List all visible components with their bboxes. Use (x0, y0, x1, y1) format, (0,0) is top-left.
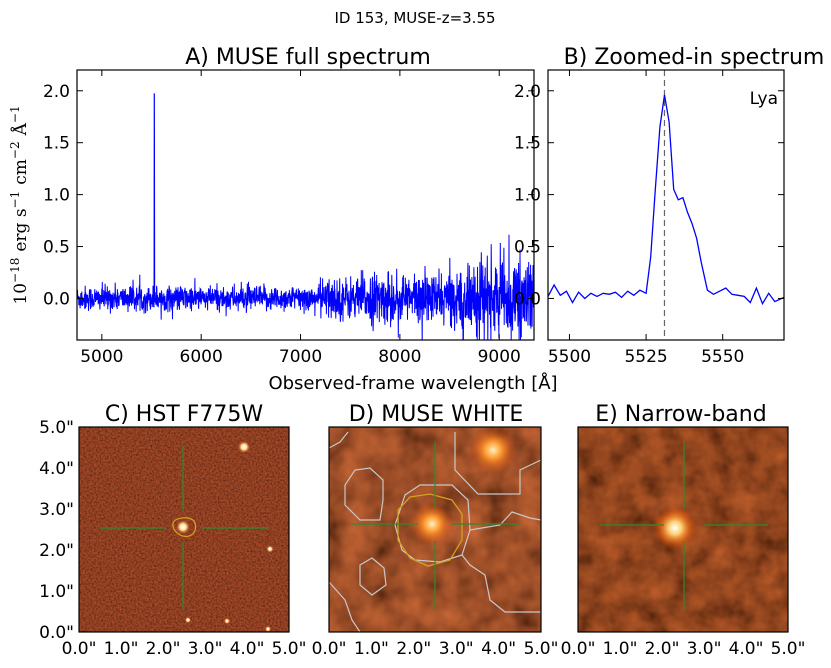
image-y-tick-label: 2.0" (39, 541, 74, 561)
panel-c-image (78, 426, 290, 633)
muse-bright-neighbor (469, 426, 517, 474)
image-x-tick-label: 4.0" (481, 639, 516, 659)
panel-d-image (328, 426, 542, 633)
y-tick-label: 1.0 (43, 186, 70, 206)
image-x-tick-label: 5.0" (272, 639, 307, 659)
ylabel-ang: Å (10, 122, 31, 136)
image-x-tick-label: 4.0" (729, 639, 764, 659)
ylabel-exp2: −2 (8, 141, 22, 159)
ylabel-exp1a: −1 (8, 191, 22, 209)
image-x-tick-label: 5.0" (771, 639, 806, 659)
hst-contour (172, 517, 197, 538)
muse-target-source (410, 502, 454, 546)
panel-b-plot: 5500 5525 5550 0.0 0.5 1.0 1.5 2.0 Lya (514, 69, 785, 367)
spectrum-b-line (548, 94, 784, 306)
lya-line-label: Lya (750, 89, 778, 109)
image-x-tick-label: 0.0" (62, 639, 97, 659)
panel-a-title: A) MUSE full spectrum (185, 45, 431, 70)
hst-target-source (176, 520, 190, 534)
y-tick-label: 1.5 (514, 134, 541, 154)
ylabel-cm: cm (11, 159, 31, 185)
y-tick-label: 0.0 (514, 289, 541, 309)
ylabel-exp1b: −1 (8, 105, 22, 123)
image-x-tick-label: 3.0" (188, 639, 223, 659)
nb-lya-source (653, 506, 697, 550)
y-tick-label: 2.0 (514, 82, 541, 102)
spectrum-ylabel: 10−18erg s−1cm−2Å−1 (8, 105, 31, 304)
panel-e-image (577, 426, 789, 633)
image-x-tick-label: 3.0" (439, 639, 474, 659)
panel-c-title: C) HST F775W (105, 402, 264, 427)
image-x-tick-label: 2.0" (645, 639, 680, 659)
figure-suptitle: ID 153, MUSE-z=3.55 (334, 9, 495, 27)
y-tick-label: 1.5 (43, 134, 70, 154)
y-tick-label: 0.5 (43, 238, 70, 258)
image-x-tick-label: 2.0" (396, 639, 431, 659)
panel-d-ticks: 0.0" 1.0" 2.0" 3.0" 4.0" 5.0" (312, 639, 559, 659)
hst-star-bottom-right (224, 618, 230, 624)
image-y-tick-label: 4.0" (39, 459, 74, 479)
image-x-tick-label: 2.0" (146, 639, 181, 659)
image-x-tick-label: 5.0" (524, 639, 559, 659)
muse-contour-bottom-left (328, 581, 361, 633)
image-x-tick-label: 1.0" (603, 639, 638, 659)
x-tick-label: 9000 (478, 347, 521, 367)
panel-e-title: E) Narrow-band (595, 402, 766, 427)
x-tick-label: 5525 (624, 347, 667, 367)
x-tick-label: 5550 (701, 347, 744, 367)
image-x-tick-label: 0.0" (312, 639, 347, 659)
ylabel-exp18: −18 (8, 258, 22, 283)
hst-star-right (266, 545, 274, 553)
muse-contour-right (469, 511, 542, 531)
image-y-tick-label: 1.0" (39, 582, 74, 602)
image-y-tick-label: 0.0" (39, 623, 74, 643)
muse-contour-left (344, 467, 384, 521)
x-tick-label: 7000 (279, 347, 322, 367)
panel-e-ticks: 0.0" 1.0" 2.0" 3.0" 4.0" 5.0" (561, 639, 806, 659)
ylabel-erg: erg s (11, 208, 31, 251)
muse-contour-bottom-right (461, 554, 541, 613)
hst-star-bottom (185, 617, 191, 623)
x-tick-label: 5500 (548, 347, 591, 367)
image-x-tick-label: 3.0" (687, 639, 722, 659)
ylabel-base: 10 (11, 283, 31, 305)
image-y-tick-label: 5.0" (39, 418, 74, 438)
svg-text:10−18erg s−1cm−2Å−1: 10−18erg s−1cm−2Å−1 (8, 105, 31, 304)
panel-b-frame (547, 69, 785, 341)
x-tick-label: 5000 (80, 347, 123, 367)
muse-contour-small-blob (359, 557, 387, 596)
panel-b-title: B) Zoomed-in spectrum (564, 45, 825, 70)
spectrum-xlabel: Observed-frame wavelength [Å] (268, 372, 557, 394)
y-tick-label: 0.5 (514, 238, 541, 258)
panel-a-frame (76, 69, 535, 341)
panel-d-title: D) MUSE WHITE (349, 402, 524, 427)
hst-star-topright (238, 441, 250, 453)
x-tick-label: 8000 (378, 347, 421, 367)
y-tick-label: 1.0 (514, 186, 541, 206)
x-tick-label: 6000 (180, 347, 223, 367)
muse-contour-corner (328, 431, 349, 449)
y-tick-label: 2.0 (43, 82, 70, 102)
muse-contour-top-right (454, 432, 542, 495)
y-tick-label: 0.0 (43, 289, 70, 309)
hst-star-corner (265, 626, 271, 632)
panel-c-ticks: 0.0" 1.0" 2.0" 3.0" 4.0" 5.0" 0.0" 1.0" 2.0" 3.0"… (39, 418, 306, 659)
spectrum-a-line (77, 93, 534, 340)
image-x-tick-label: 4.0" (230, 639, 265, 659)
image-x-tick-label: 1.0" (354, 639, 389, 659)
image-x-tick-label: 1.0" (104, 639, 139, 659)
image-y-tick-label: 3.0" (39, 500, 74, 520)
image-x-tick-label: 0.0" (561, 639, 596, 659)
panel-a-plot: 5000 6000 7000 8000 9000 0.0 0.5 1.0 1.5 2.0 (43, 69, 535, 367)
muse-contour-target-gold (397, 493, 463, 567)
